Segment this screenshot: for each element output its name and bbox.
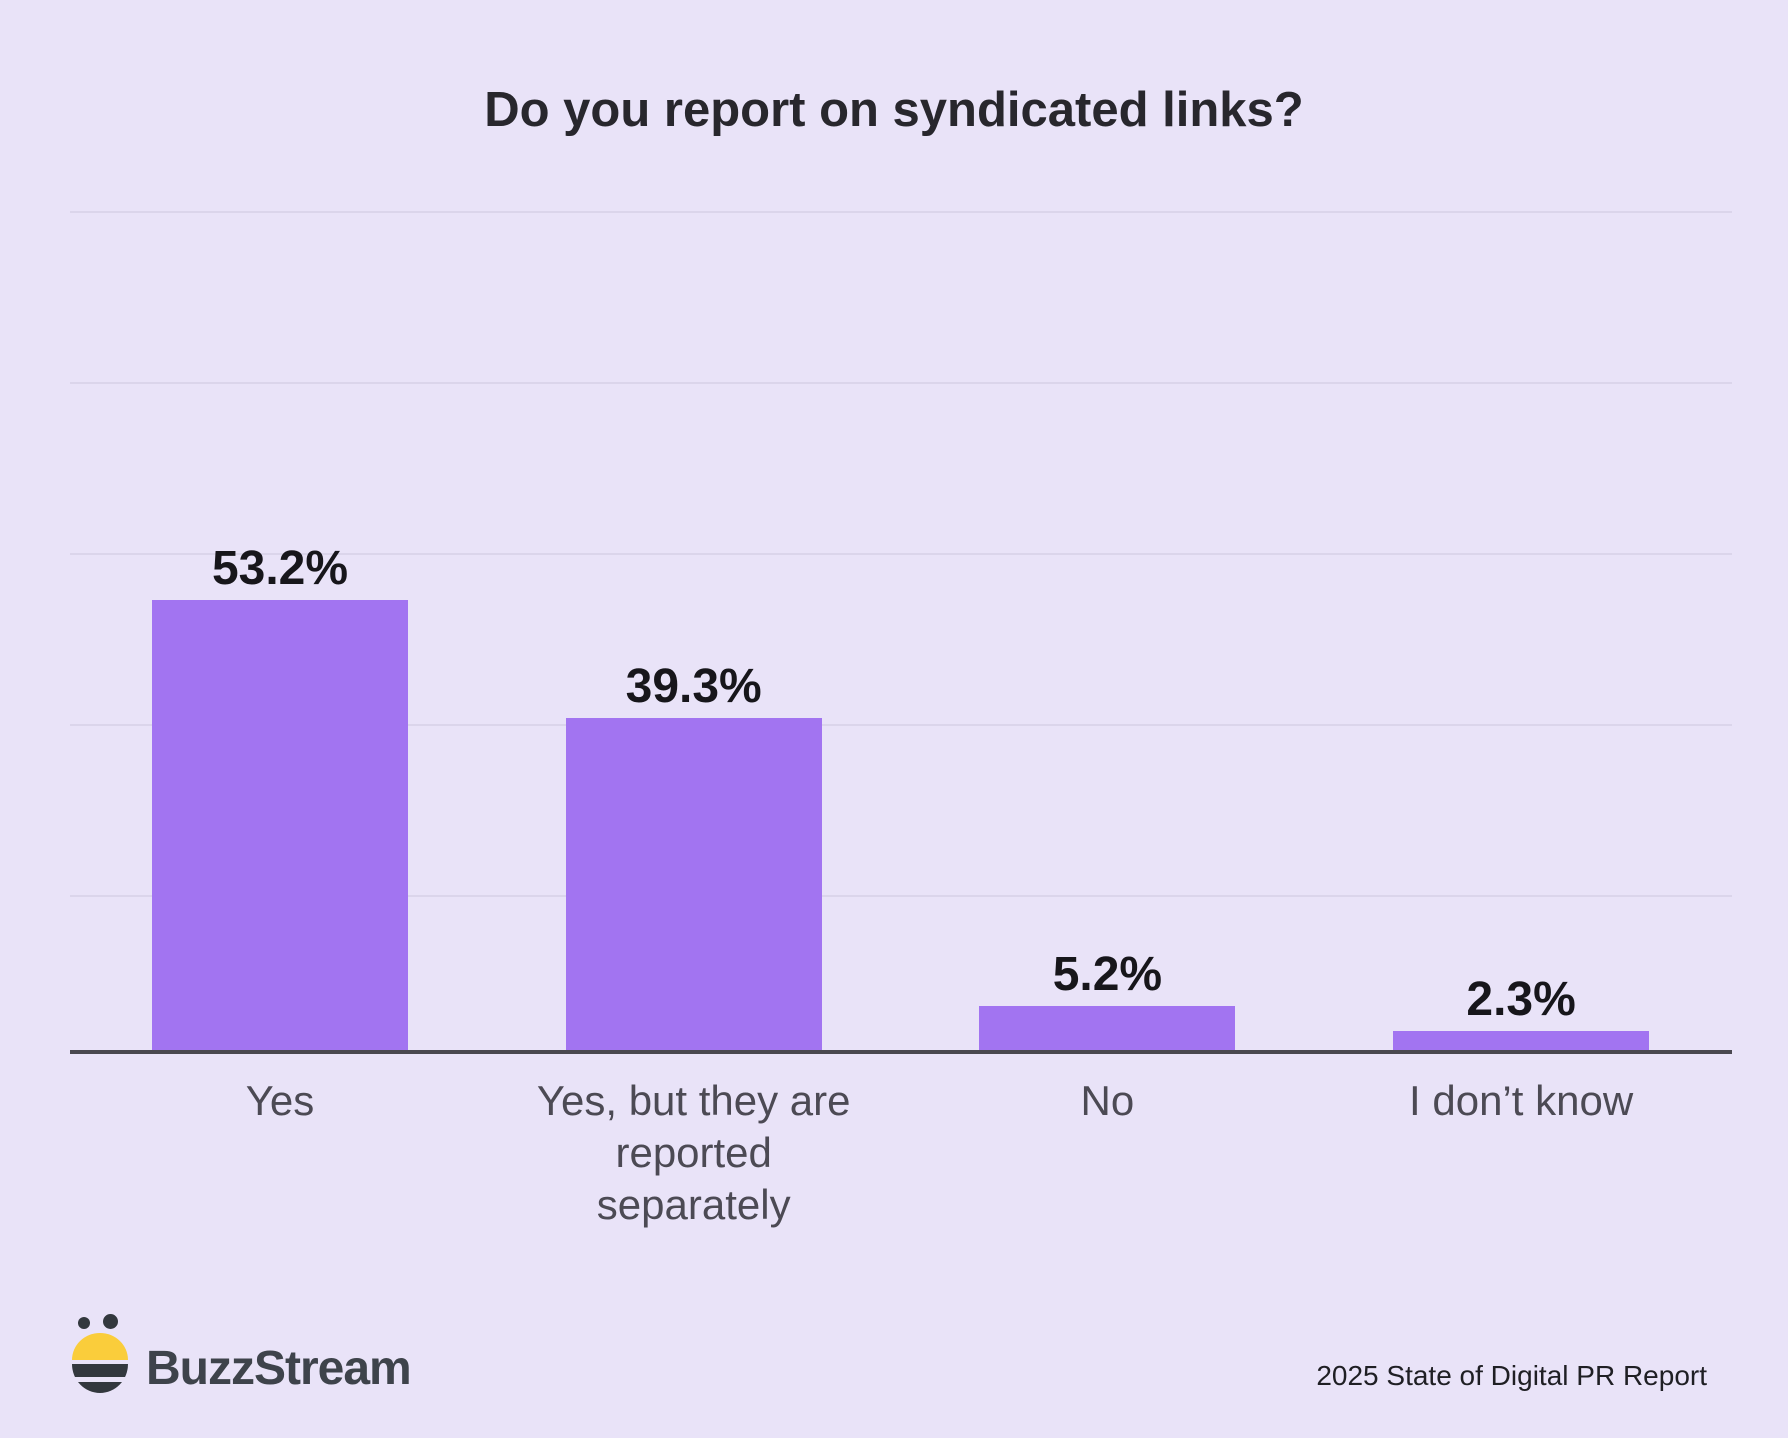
gridline bbox=[70, 895, 1732, 897]
value-label-i-dont-know: 2.3% bbox=[1466, 973, 1576, 1026]
gridline bbox=[70, 211, 1732, 213]
category-label-yes: Yes bbox=[245, 1077, 315, 1124]
x-axis-line bbox=[70, 1050, 1732, 1054]
category-label-yes-reported-separately: Yes, but they are reported separately bbox=[536, 1077, 851, 1228]
bar-no bbox=[979, 1006, 1236, 1050]
category-label-no: No bbox=[1080, 1077, 1135, 1124]
buzzstream-logo: BuzzStream bbox=[72, 1314, 412, 1396]
bar-yes-reported-separately bbox=[565, 718, 822, 1050]
value-label-yes: 53.2% bbox=[211, 542, 349, 595]
chart-title: Do you report on syndicated links? bbox=[484, 83, 1304, 137]
value-label-yes-reported-separately: 39.3% bbox=[625, 660, 762, 713]
gridline bbox=[70, 724, 1732, 726]
value-label-no: 5.2% bbox=[1052, 948, 1163, 1001]
buzzstream-bee-icon bbox=[72, 1314, 128, 1393]
category-label-i-dont-know: I don’t know bbox=[1409, 1077, 1634, 1124]
bar-i-dont-know bbox=[1393, 1031, 1650, 1050]
gridline bbox=[70, 553, 1732, 555]
report-source-text: 2025 State of Digital PR Report bbox=[1316, 1360, 1707, 1391]
gridline bbox=[70, 382, 1732, 384]
bar-yes bbox=[152, 600, 408, 1050]
brand-wordmark: BuzzStream bbox=[146, 1342, 412, 1395]
